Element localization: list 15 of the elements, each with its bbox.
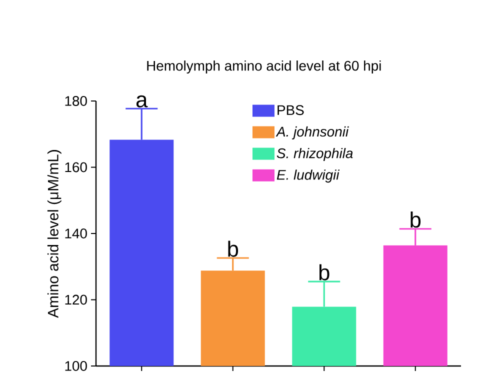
annotation: a xyxy=(136,95,148,108)
y-tick-label: 160 xyxy=(65,162,87,172)
y-tick-label: 140 xyxy=(65,228,87,238)
annotation: b xyxy=(410,212,421,228)
chart-title: Hemolymph amino acid level at 60 hpi xyxy=(147,60,381,74)
annotation: b xyxy=(228,240,238,257)
legend-label: E. ludwigii xyxy=(276,170,340,183)
legend-label: A. johnsonii xyxy=(276,126,349,140)
y-tick-label: 120 xyxy=(65,294,87,305)
y-tick-label: 100 xyxy=(65,361,87,371)
y-tick-label: 180 xyxy=(65,96,87,106)
legend-label: PBS xyxy=(278,105,304,116)
annotation: b xyxy=(319,264,330,280)
legend-label: S. rhizophila xyxy=(276,148,353,161)
y-axis-title: Amino acid level (μM/mL) xyxy=(47,150,62,318)
